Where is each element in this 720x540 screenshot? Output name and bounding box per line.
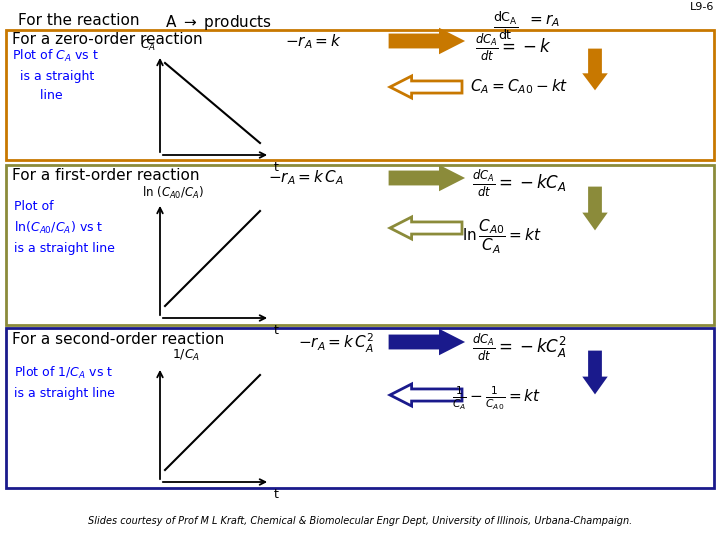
Text: $= r_A$: $= r_A$ — [527, 12, 561, 29]
Polygon shape — [585, 50, 605, 88]
Text: For a zero-order reaction: For a zero-order reaction — [12, 32, 202, 47]
Text: t: t — [274, 488, 279, 501]
Text: Plot of $C_A$ vs t
  is a straight
       line: Plot of $C_A$ vs t is a straight line — [12, 48, 99, 102]
Polygon shape — [390, 167, 462, 189]
Polygon shape — [390, 384, 462, 406]
Text: $\frac{1}{C_A} - \frac{1}{C_{A0}} = kt$: $\frac{1}{C_A} - \frac{1}{C_{A0}} = kt$ — [452, 385, 541, 413]
Polygon shape — [390, 331, 462, 353]
Text: Plot of
$\mathrm{ln}(C_{A0}/C_A)$ vs t
is a straight line: Plot of $\mathrm{ln}(C_{A0}/C_A)$ vs t i… — [14, 200, 115, 255]
Polygon shape — [390, 217, 462, 239]
Text: $\mathregular{\frac{dC_A}{dt}}$: $\mathregular{\frac{dC_A}{dt}}$ — [493, 10, 518, 42]
Text: $\ln\dfrac{C_{A0}}{C_A} = kt$: $\ln\dfrac{C_{A0}}{C_A} = kt$ — [462, 218, 541, 256]
Polygon shape — [585, 188, 605, 228]
Bar — [6, 165, 714, 325]
Text: Plot of $1/C_A$ vs t
is a straight line: Plot of $1/C_A$ vs t is a straight line — [14, 365, 115, 400]
Bar — [6, 30, 714, 160]
Text: $C_A = C_{A0} - kt$: $C_A = C_{A0} - kt$ — [470, 77, 568, 96]
Text: A $\rightarrow$ products: A $\rightarrow$ products — [165, 13, 272, 32]
Text: $\frac{dC_A}{dt} = -k$: $\frac{dC_A}{dt} = -k$ — [475, 32, 552, 63]
Polygon shape — [390, 76, 462, 98]
Polygon shape — [585, 352, 605, 392]
Text: $1/C_A$: $1/C_A$ — [172, 348, 200, 363]
Text: $\frac{dC_A}{dt} = -kC_A^2$: $\frac{dC_A}{dt} = -kC_A^2$ — [472, 332, 567, 363]
Bar — [6, 328, 714, 488]
Text: $-r_A = k$: $-r_A = k$ — [285, 32, 342, 51]
Text: $\frac{dC_A}{dt} = -kC_A$: $\frac{dC_A}{dt} = -kC_A$ — [472, 168, 567, 199]
Polygon shape — [390, 30, 462, 52]
Text: For the reaction: For the reaction — [18, 13, 140, 28]
Text: $C_A$: $C_A$ — [140, 38, 156, 53]
Text: t: t — [274, 161, 279, 174]
Text: $- r_A = k\, C_A$: $- r_A = k\, C_A$ — [268, 168, 344, 187]
Text: t: t — [274, 324, 279, 337]
Text: For a second-order reaction: For a second-order reaction — [12, 332, 224, 347]
Text: $\ln\,(C_{A0}/C_A)$: $\ln\,(C_{A0}/C_A)$ — [142, 185, 204, 201]
Text: Slides courtesy of Prof M L Kraft, Chemical & Biomolecular Engr Dept, University: Slides courtesy of Prof M L Kraft, Chemi… — [88, 516, 632, 526]
Text: For a first-order reaction: For a first-order reaction — [12, 168, 199, 183]
Text: $- r_A = k\, C_A^2$: $- r_A = k\, C_A^2$ — [298, 332, 374, 355]
Text: L9-6: L9-6 — [690, 2, 714, 12]
